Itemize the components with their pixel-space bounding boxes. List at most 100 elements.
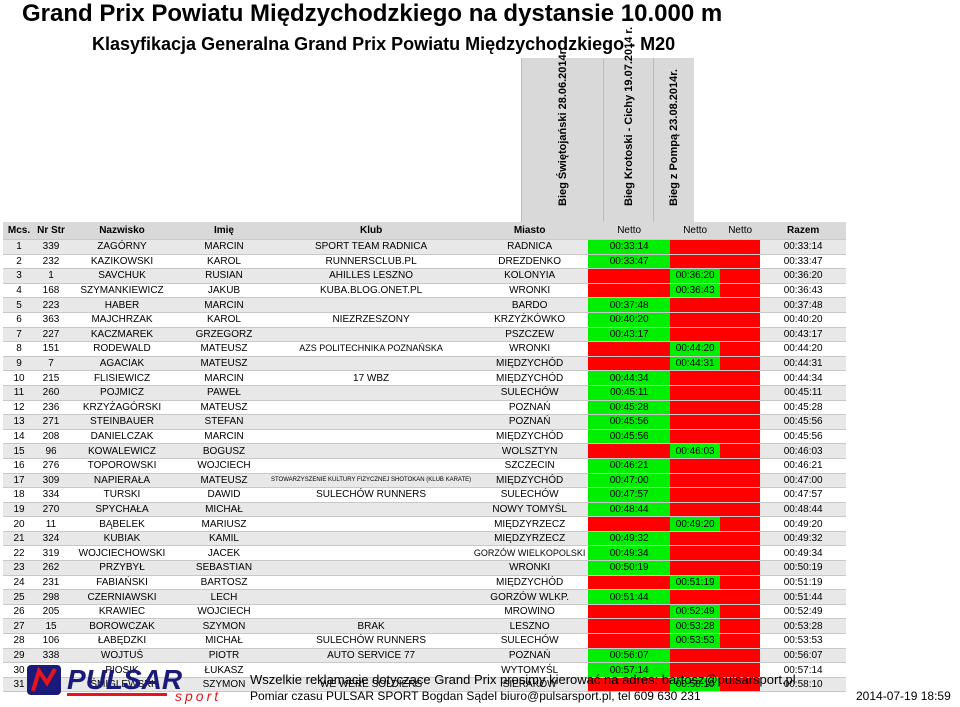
cell-mcs: 25 <box>3 589 35 605</box>
cell-mcs: 15 <box>3 443 35 459</box>
cell-imie: KAROL <box>177 254 271 270</box>
table-row: 10 215 FLISIEWICZ MARCIN 17 WBZ MIĘDZYCHÓD 00:… <box>3 370 847 386</box>
table-row: 7 227 KACZMAREK GRZEGORZ PSZCZEW 00:43:17 00:4… <box>3 327 847 343</box>
cell-netto-2: 00:52:49 <box>670 604 721 620</box>
table-row: 19 270 SPYCHAŁA MICHAŁ NOWY TOMYŚL 00:48:44 00… <box>3 502 847 518</box>
cell-razem: 00:44:20 <box>760 341 847 357</box>
cell-nr: 260 <box>35 385 67 401</box>
cell-nr: 236 <box>35 400 67 416</box>
cell-imie: JACEK <box>177 545 271 562</box>
col-netto-3: Netto <box>720 222 761 240</box>
cell-netto-3 <box>720 385 761 401</box>
cell-imie: SZYMON <box>177 677 271 693</box>
cell-nazwisko: SPYCHAŁA <box>67 502 177 518</box>
table-header-row: Mcs. Nr Str Nazwisko Imię Klub Miasto Ne… <box>3 222 847 240</box>
cell-nazwisko: MAJCHRZAK <box>67 312 177 328</box>
cell-nazwisko: DANIELCZAK <box>67 429 177 445</box>
cell-imie: MARCIN <box>177 239 271 255</box>
cell-nr: 339 <box>35 239 67 255</box>
cell-mcs: 9 <box>3 356 35 372</box>
cell-razem: 00:36:20 <box>760 268 847 284</box>
cell-razem: 00:58:10 <box>760 677 847 693</box>
cell-netto-1: 00:43:17 <box>588 327 671 343</box>
cell-razem: 00:49:32 <box>760 531 847 547</box>
cell-miasto: SULECHÓW <box>471 385 589 401</box>
cell-netto-2 <box>670 385 721 401</box>
table-row: 13 271 STEINBAUER STEFAN POZNAŃ 00:45:56 00:45… <box>3 414 847 430</box>
cell-nr: 106 <box>35 633 67 649</box>
cell-nazwisko: WOJTUŚ <box>67 648 177 664</box>
cell-netto-3 <box>720 312 761 328</box>
cell-miasto: WOLSZTYN <box>471 443 589 459</box>
cell-mcs: 5 <box>3 297 35 313</box>
cell-razem: 00:45:56 <box>760 429 847 445</box>
cell-klub <box>271 560 472 576</box>
cell-mcs: 14 <box>3 429 35 445</box>
cell-nazwisko: ZAGÓRNY <box>67 239 177 255</box>
cell-nazwisko: BĄBELEK <box>67 516 177 532</box>
cell-netto-3 <box>720 487 761 503</box>
cell-klub: SULECHÓW RUNNERS <box>271 487 472 503</box>
race-header-3: Bieg z Pompą 23.08.2014r. <box>653 58 694 222</box>
svg-text:PULSAR: PULSAR <box>67 664 183 695</box>
cell-imie: STEFAN <box>177 414 271 430</box>
cell-mcs: 22 <box>3 545 35 562</box>
cell-nazwisko: ŁABĘDZKI <box>67 633 177 649</box>
cell-nr: 231 <box>35 575 67 591</box>
cell-klub: AHILLES LESZNO <box>271 268 472 284</box>
table-row: 30333PIOSIKŁUKASZWYTOMYŚL00:57:1400:57:1… <box>3 662 847 678</box>
cell-klub: KUBA.BLOG.ONET.PL <box>271 283 472 299</box>
cell-netto-1 <box>588 356 671 372</box>
cell-razem: 00:46:03 <box>760 443 847 459</box>
table-row: 22 319 WOJCIECHOWSKI JACEK GORZÓW WIELKOPOLS… <box>3 545 847 562</box>
cell-netto-1: 00:48:44 <box>588 502 671 518</box>
cell-klub <box>271 516 472 532</box>
cell-klub <box>271 414 472 430</box>
cell-razem: 00:48:44 <box>760 502 847 518</box>
cell-imie: JAKUB <box>177 283 271 299</box>
col-klub: Klub <box>271 222 472 240</box>
cell-netto-3 <box>720 662 761 678</box>
cell-nazwisko: AGACIAK <box>67 356 177 372</box>
page-subtitle: Klasyfikacja Generalna Grand Prix Powiat… <box>92 34 676 54</box>
cell-mcs: 17 <box>3 473 35 489</box>
cell-klub: WE WERE SOLDIERS <box>271 677 472 693</box>
cell-netto-1 <box>588 341 671 357</box>
cell-netto-1: 00:45:11 <box>588 385 671 401</box>
cell-netto-1: 00:56:07 <box>588 648 671 664</box>
cell-nr: 227 <box>35 327 67 343</box>
cell-mcs: 13 <box>3 414 35 430</box>
cell-nazwisko: KACZMAREK <box>67 327 177 343</box>
cell-mcs: 8 <box>3 341 35 357</box>
cell-miasto: POZNAŃ <box>471 414 589 430</box>
cell-netto-2: 00:53:53 <box>670 633 721 649</box>
cell-razem: 00:33:47 <box>760 254 847 270</box>
cell-nazwisko: KUBIAK <box>67 531 177 547</box>
cell-mcs: 19 <box>3 502 35 518</box>
cell-netto-2 <box>670 648 721 664</box>
cell-miasto: MIĘDZYCHÓD <box>471 429 589 445</box>
cell-razem: 00:45:28 <box>760 400 847 416</box>
cell-nazwisko: TOPOROWSKI <box>67 458 177 474</box>
table-row: 25 298 CZERNIAWSKI LECH GORZÓW WLKP. 00:51:44… <box>3 589 847 605</box>
cell-netto-1 <box>588 633 671 649</box>
cell-mcs: 21 <box>3 531 35 547</box>
cell-nr: 363 <box>35 312 67 328</box>
cell-netto-3 <box>720 545 761 562</box>
cell-netto-2: 00:36:43 <box>670 283 721 299</box>
cell-netto-3 <box>720 254 761 270</box>
cell-netto-3 <box>720 458 761 474</box>
cell-netto-1 <box>588 618 671 635</box>
cell-netto-3 <box>720 633 761 649</box>
cell-nazwisko: SZYMANKIEWICZ <box>67 283 177 299</box>
cell-miasto: KOLONYIA <box>471 268 589 284</box>
table-row: 16 276 TOPOROWSKI WOJCIECH SZCZECIN 00:46:21 0… <box>3 458 847 474</box>
cell-netto-1: 00:33:14 <box>588 239 671 255</box>
cell-imie: LECH <box>177 589 271 605</box>
cell-mcs: 24 <box>3 575 35 591</box>
cell-mcs: 7 <box>3 327 35 343</box>
cell-nazwisko: RODEWALD <box>67 341 177 357</box>
cell-netto-1: 00:33:47 <box>588 254 671 270</box>
cell-razem: 00:49:20 <box>760 516 847 532</box>
table-row: 20 11 BĄBELEK MARIUSZ MIĘDZYRZECZ 00:49:20 00:… <box>3 516 847 532</box>
